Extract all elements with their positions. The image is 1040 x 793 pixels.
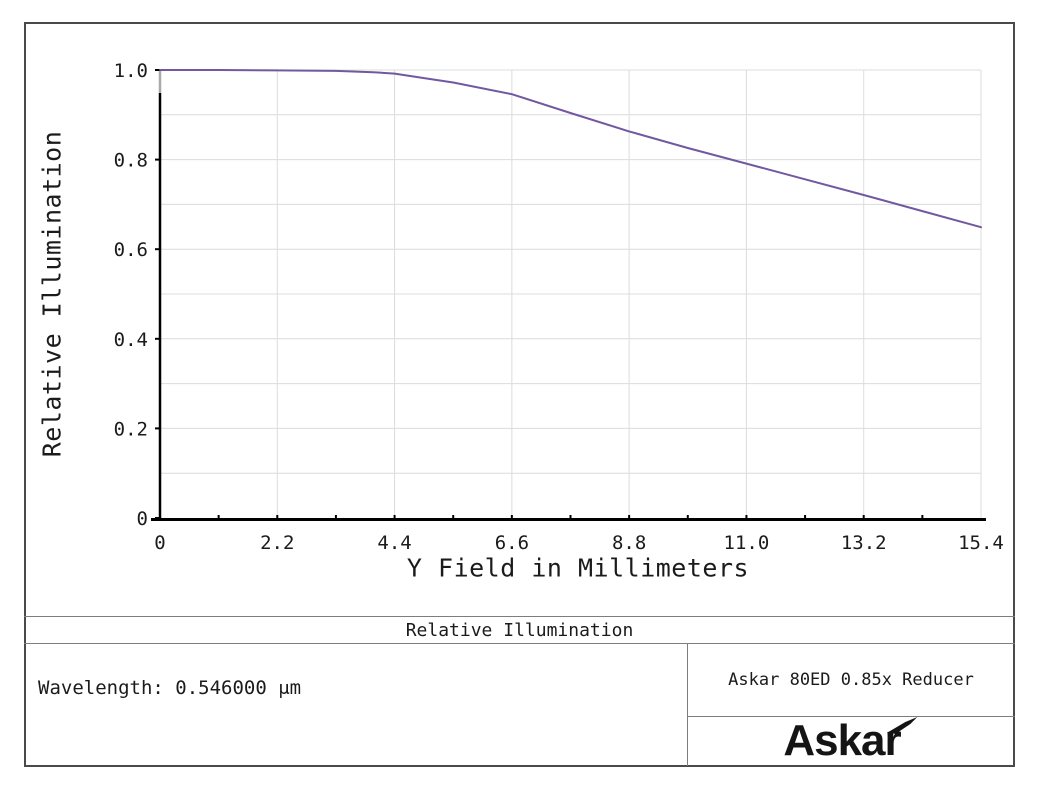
chart-title-band: Relative Illumination: [24, 616, 1015, 644]
y-axis-title: Relative Illumination: [37, 130, 67, 458]
svg-text:0.8: 0.8: [114, 150, 148, 172]
svg-text:0: 0: [154, 532, 165, 554]
svg-text:6.6: 6.6: [495, 532, 529, 554]
svg-text:15.4: 15.4: [958, 532, 1004, 554]
relative-illumination-chart: 0 2.2 4.4 6.6 8.8 11.0 13.2 15.4 0 0.2 0.4 0.6 0.8 1.…: [114, 60, 1004, 554]
y-ticks: [155, 69, 160, 519]
axes: [151, 70, 986, 521]
svg-text:2.2: 2.2: [260, 532, 294, 554]
svg-text:11.0: 11.0: [724, 532, 770, 554]
svg-text:1.0: 1.0: [114, 60, 148, 82]
chart-title: Relative Illumination: [405, 619, 634, 641]
svg-text:0: 0: [137, 508, 148, 530]
svg-text:8.8: 8.8: [612, 532, 646, 554]
svg-text:0.4: 0.4: [114, 329, 148, 351]
gridlines: [160, 69, 982, 518]
system-name-label: Askar 80ED 0.85x Reducer: [728, 670, 974, 690]
bottom-horizontal-divider: [688, 716, 1015, 717]
x-minor-ticks: [217, 515, 924, 520]
x-tick-labels: 0 2.2 4.4 6.6 8.8 11.0 13.2 15.4: [154, 532, 1004, 554]
x-axis-title: Y Field in Millimeters: [406, 553, 750, 583]
y-tick-labels: 0 0.2 0.4 0.6 0.8 1.0: [114, 60, 148, 530]
logo-cell: Askar: [783, 716, 918, 765]
wavelength-label: Wavelength: 0.546000 μm: [38, 677, 302, 699]
svg-text:13.2: 13.2: [841, 532, 887, 554]
series-relative-illumination: [159, 69, 982, 229]
report-frame: [24, 22, 1015, 767]
askar-logo-swoosh-icon: [888, 717, 918, 734]
svg-text:0.2: 0.2: [114, 418, 148, 440]
askar-logo-text: Askar: [783, 716, 901, 765]
svg-text:0.6: 0.6: [114, 239, 148, 261]
svg-text:4.4: 4.4: [377, 532, 411, 554]
bottom-vertical-divider: [687, 644, 688, 766]
